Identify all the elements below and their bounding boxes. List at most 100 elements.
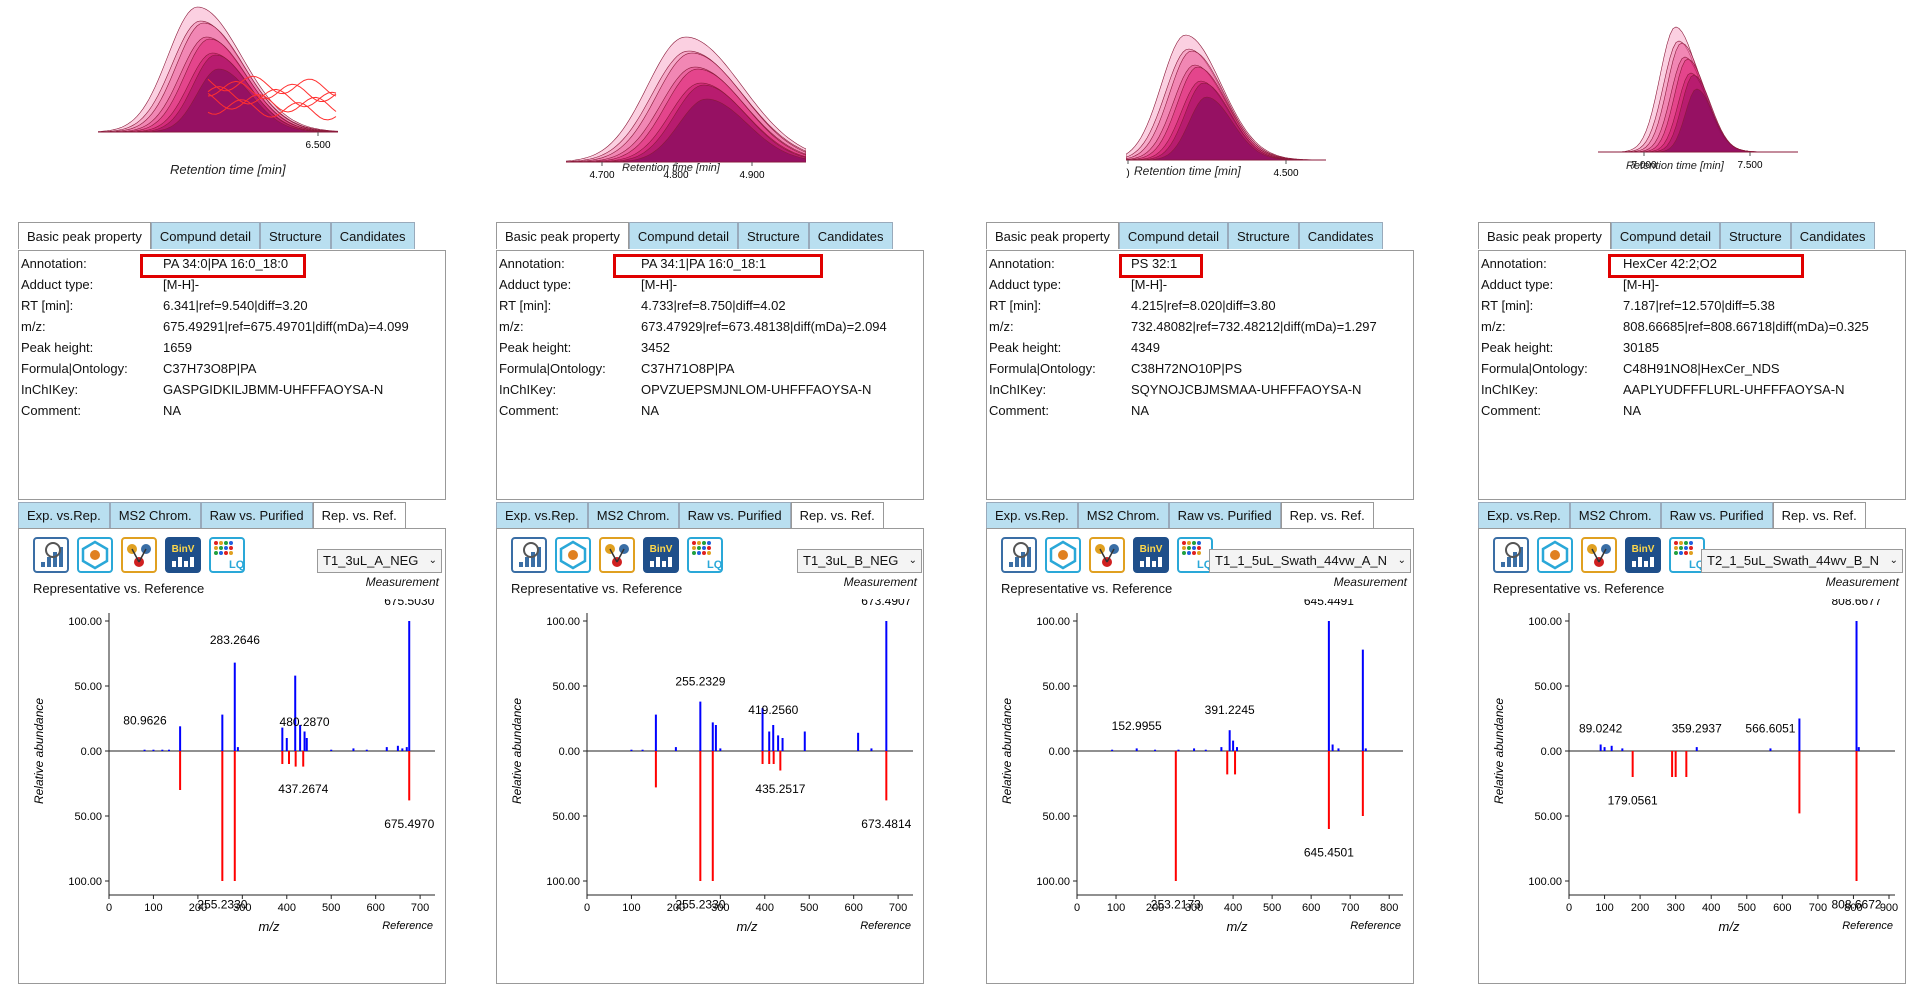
- binv-icon[interactable]: BinV: [1133, 537, 1169, 573]
- chrom-tick-label: 6.500: [305, 140, 330, 151]
- network-icon[interactable]: [121, 537, 157, 573]
- prop-value: 732.48082|ref=732.48212|diff(mDa)=1.297: [1131, 319, 1377, 334]
- tab-ms2-chrom-[interactable]: MS2 Chrom.: [109, 502, 201, 528]
- tab-rep-vs-ref-[interactable]: Rep. vs. Ref.: [1772, 502, 1866, 528]
- x-tick-label: 600: [1302, 902, 1320, 914]
- prop-value: 673.47929|ref=673.48138|diff(mDa)=2.094: [641, 319, 887, 334]
- prop-value: PA 34:1|PA 16:0_18:1: [641, 256, 767, 271]
- spectrum-title: Representative vs. Reference: [1493, 581, 1665, 596]
- search-chart-icon[interactable]: [33, 537, 69, 573]
- tab-compund-detail[interactable]: Compund detail: [1610, 222, 1720, 249]
- network-icon[interactable]: [1581, 537, 1617, 573]
- measurement-select[interactable]: T1_3uL_A_NEG ⌄: [317, 549, 442, 573]
- binv-icon[interactable]: BinV: [643, 537, 679, 573]
- chevron-down-icon[interactable]: ⌄: [908, 555, 917, 566]
- tab-ms2-chrom-[interactable]: MS2 Chrom.: [1569, 502, 1661, 528]
- prop-label: Annotation:: [989, 256, 1055, 271]
- prop-label: Annotation:: [499, 256, 565, 271]
- tab-compund-detail[interactable]: Compund detail: [1118, 222, 1228, 249]
- tab-candidates[interactable]: Candidates: [330, 222, 415, 249]
- molecule-hex-icon[interactable]: [1537, 537, 1573, 573]
- rep-peak-label: 255.2329: [675, 675, 725, 689]
- x-tick-label: 500: [322, 902, 340, 914]
- tab-structure[interactable]: Structure: [259, 222, 331, 249]
- tab-exp-vs-rep-[interactable]: Exp. vs.Rep.: [986, 502, 1078, 528]
- rep-peak-label: 89.0242: [1579, 721, 1623, 735]
- tab-compund-detail[interactable]: Compund detail: [628, 222, 738, 249]
- tab-candidates[interactable]: Candidates: [808, 222, 893, 249]
- measurement-select[interactable]: T2_1_5uL_Swath_44wv_B_N ⌄: [1701, 549, 1903, 573]
- chrom-tick-label: 4.900: [739, 170, 764, 181]
- tab-ms2-chrom-[interactable]: MS2 Chrom.: [1077, 502, 1169, 528]
- rep-peak-label: 675.5030: [384, 599, 434, 608]
- chevron-down-icon[interactable]: ⌄: [428, 555, 437, 566]
- search-chart-icon[interactable]: [1493, 537, 1529, 573]
- tab-rep-vs-ref-[interactable]: Rep. vs. Ref.: [1280, 502, 1374, 528]
- prop-value: NA: [1131, 403, 1150, 418]
- chevron-down-icon[interactable]: ⌄: [1397, 555, 1406, 566]
- lq-icon[interactable]: LQ: [687, 537, 723, 573]
- tab-ms2-chrom-[interactable]: MS2 Chrom.: [587, 502, 679, 528]
- tab-basic-peak-property[interactable]: Basic peak property: [1478, 222, 1611, 249]
- x-tick-label: 400: [1702, 902, 1720, 914]
- prop-value: NA: [1623, 403, 1642, 418]
- tab-basic-peak-property[interactable]: Basic peak property: [18, 222, 151, 249]
- y-tick-label: 0.00: [1541, 746, 1562, 758]
- measurement-select-value: T1_3uL_B_NEG: [803, 553, 899, 568]
- tab-structure[interactable]: Structure: [1719, 222, 1791, 249]
- y-tick-label: 100.00: [68, 616, 102, 628]
- y-tick-label: 100.00: [1528, 876, 1562, 888]
- tab-exp-vs-rep-[interactable]: Exp. vs.Rep.: [496, 502, 588, 528]
- tab-structure[interactable]: Structure: [1227, 222, 1299, 249]
- svg-text:BinV: BinV: [650, 544, 673, 555]
- measurement-label: Measurement: [843, 575, 917, 589]
- y-axis-label: Relative abundance: [510, 698, 524, 804]
- measurement-label: Measurement: [1825, 575, 1899, 589]
- tab-basic-peak-property[interactable]: Basic peak property: [986, 222, 1119, 249]
- tab-raw-vs-purified[interactable]: Raw vs. Purified: [678, 502, 791, 528]
- tab-compund-detail[interactable]: Compund detail: [150, 222, 260, 249]
- binv-icon[interactable]: BinV: [165, 537, 201, 573]
- spectrum-panel: BinV LQ T1_1_5uL_Swath_44vw_A_N ⌄ Measuremen…: [986, 528, 1414, 984]
- tab-candidates[interactable]: Candidates: [1298, 222, 1383, 249]
- tab-structure[interactable]: Structure: [737, 222, 809, 249]
- prop-label: m/z:: [21, 319, 46, 334]
- search-chart-icon[interactable]: [511, 537, 547, 573]
- spectrum-title: Representative vs. Reference: [33, 581, 205, 596]
- network-icon[interactable]: [599, 537, 635, 573]
- retention-time-label: Retention time [min]: [1134, 164, 1241, 178]
- measurement-select[interactable]: T1_1_5uL_Swath_44vw_A_N ⌄: [1209, 549, 1411, 573]
- molecule-hex-icon[interactable]: [77, 537, 113, 573]
- tab-raw-vs-purified[interactable]: Raw vs. Purified: [200, 502, 313, 528]
- tab-candidates[interactable]: Candidates: [1790, 222, 1875, 249]
- molecule-hex-icon[interactable]: [1045, 537, 1081, 573]
- mirror-spectrum: 100.00 50.00 0.00 50.00 100.00 0 100 200 300 400 5…: [1481, 594, 1901, 984]
- basic-peak-property-panel: Annotation: HexCer 42:2;O2 Adduct type: [M-…: [1478, 250, 1906, 500]
- lq-icon[interactable]: LQ: [1177, 537, 1213, 573]
- chrom-trace: [98, 68, 338, 133]
- ref-peak-label: 435.2517: [755, 782, 805, 796]
- x-axis-label: m/z: [1719, 919, 1740, 934]
- y-tick-label: 100.00: [1036, 616, 1070, 628]
- tab-rep-vs-ref-[interactable]: Rep. vs. Ref.: [790, 502, 884, 528]
- measurement-select[interactable]: T1_3uL_B_NEG ⌄: [797, 549, 922, 573]
- binv-icon[interactable]: BinV: [1625, 537, 1661, 573]
- tab-rep-vs-ref-[interactable]: Rep. vs. Ref.: [312, 502, 406, 528]
- tab-raw-vs-purified[interactable]: Raw vs. Purified: [1168, 502, 1281, 528]
- prop-label: Comment:: [499, 403, 559, 418]
- tab-exp-vs-rep-[interactable]: Exp. vs.Rep.: [1478, 502, 1570, 528]
- mirror-spectrum-chart: 100.00 50.00 0.00 50.00 100.00 0 100 200 300 400 5…: [1492, 594, 1898, 934]
- search-chart-icon[interactable]: [1001, 537, 1037, 573]
- tab-exp-vs-rep-[interactable]: Exp. vs.Rep.: [18, 502, 110, 528]
- molecule-hex-icon[interactable]: [555, 537, 591, 573]
- lq-icon[interactable]: LQ: [1669, 537, 1705, 573]
- spectrum-tabs: Exp. vs.Rep. MS2 Chrom. Raw vs. Purified Re…: [1478, 502, 1906, 528]
- prop-label: Formula|Ontology:: [499, 361, 606, 376]
- tab-raw-vs-purified[interactable]: Raw vs. Purified: [1660, 502, 1773, 528]
- prop-value: [M-H]-: [163, 277, 200, 292]
- tab-basic-peak-property[interactable]: Basic peak property: [496, 222, 629, 249]
- lq-icon[interactable]: LQ: [209, 537, 245, 573]
- chromatogram: 4.700 4.800 4.900: [566, 30, 806, 190]
- network-icon[interactable]: [1089, 537, 1125, 573]
- chevron-down-icon[interactable]: ⌄: [1889, 555, 1898, 566]
